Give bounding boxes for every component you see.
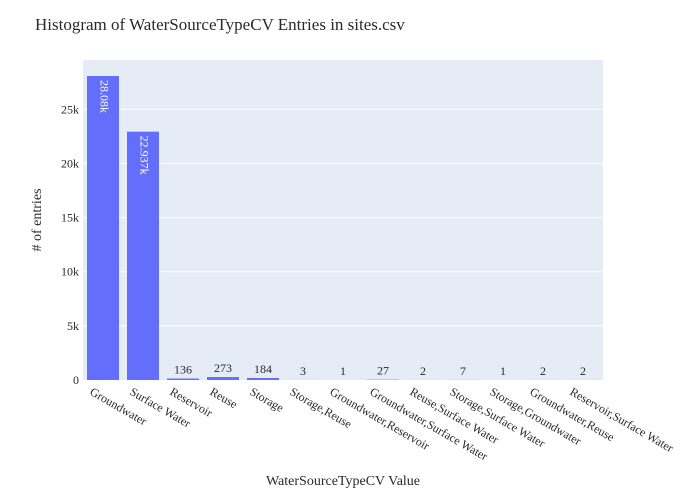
bar-data-label: 3 (300, 364, 306, 378)
y-tick-label: 25k (61, 102, 79, 116)
bar-data-label: 1 (340, 364, 346, 378)
x-axis-label: WaterSourceTypeCV Value (265, 474, 421, 489)
bar-data-label: 2 (540, 364, 546, 378)
bar[interactable] (87, 76, 119, 380)
bar-data-label: 2 (420, 364, 426, 378)
x-tick-label: Storage (248, 384, 287, 414)
bar-data-label: 136 (174, 363, 192, 377)
bar-data-label: 22.937k (137, 136, 151, 175)
bar-data-label: 7 (460, 364, 466, 378)
y-tick-label: 5k (67, 319, 79, 333)
bar[interactable] (247, 378, 279, 380)
y-tick-label: 10k (61, 265, 79, 279)
bar-data-label: 2 (580, 364, 586, 378)
bar[interactable] (167, 378, 199, 380)
y-tick-label: 15k (61, 211, 79, 225)
bar[interactable] (127, 131, 159, 380)
chart-title: Histogram of WaterSourceTypeCV Entries i… (35, 15, 405, 34)
bar-data-label: 184 (254, 362, 272, 376)
bar-data-label: 1 (500, 364, 506, 378)
bar-data-label: 273 (214, 361, 232, 375)
y-axis-label: # of entries (30, 188, 45, 252)
bar-data-label: 27 (377, 364, 389, 378)
plot-background (83, 60, 603, 380)
y-tick-label: 0 (73, 373, 79, 387)
bar[interactable] (207, 377, 239, 380)
bar-data-label: 28.08k (97, 80, 111, 113)
y-tick-label: 20k (61, 156, 79, 170)
